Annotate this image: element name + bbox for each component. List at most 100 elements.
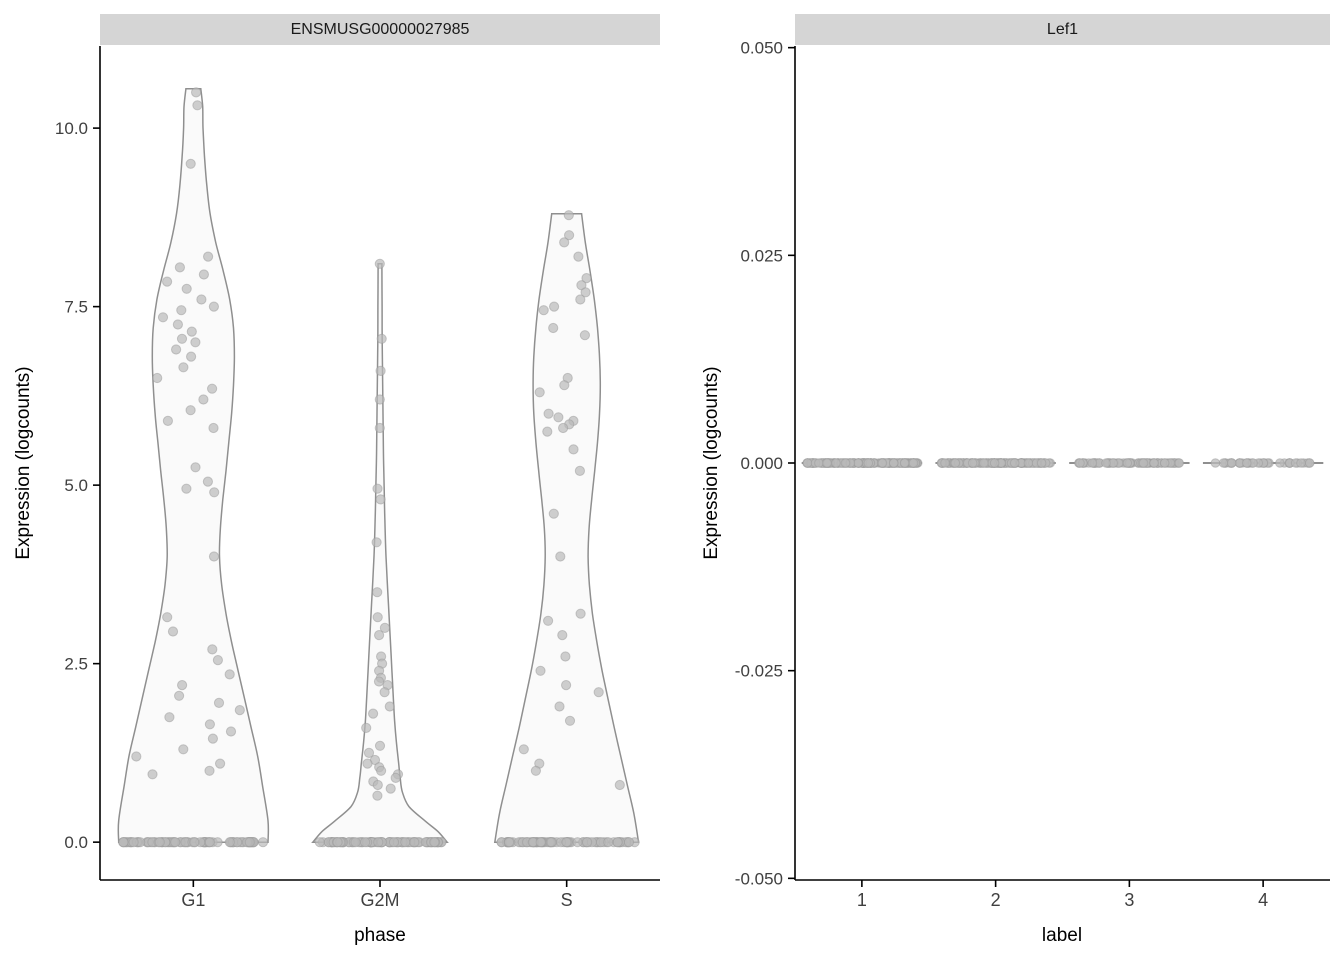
data-point: [213, 697, 225, 709]
data-point: [384, 701, 395, 712]
y-tick-label: 10.0: [55, 119, 88, 138]
data-point: [575, 294, 586, 305]
data-point: [1036, 458, 1047, 468]
data-point: [572, 837, 583, 848]
data-point: [940, 458, 950, 468]
data-point: [379, 687, 390, 698]
data-point: [147, 769, 158, 780]
data-point: [204, 765, 215, 776]
panel-title-strip-right: Lef1: [795, 14, 1330, 45]
y-tick-label: 7.5: [64, 298, 88, 317]
data-point: [189, 837, 200, 848]
data-point: [154, 837, 165, 848]
data-point: [164, 712, 175, 723]
data-point: [548, 508, 559, 519]
data-point: [429, 837, 440, 848]
data-point: [1138, 458, 1149, 468]
data-point: [542, 426, 553, 437]
panel-title-right: Lef1: [1046, 20, 1079, 38]
data-point: [554, 701, 565, 712]
data-point: [170, 837, 181, 848]
data-point: [181, 483, 192, 494]
data-point: [518, 744, 529, 755]
data-point: [162, 415, 173, 426]
data-point: [131, 751, 142, 762]
data-point: [1009, 458, 1020, 468]
data-point: [802, 458, 813, 468]
data-point: [375, 365, 386, 376]
data-point: [190, 462, 201, 473]
data-point: [224, 837, 235, 848]
data-point: [561, 837, 572, 848]
data-point: [172, 319, 183, 330]
data-point: [546, 837, 557, 848]
data-point: [379, 622, 390, 634]
y-tick-label: 2.5: [64, 655, 88, 674]
data-point: [350, 837, 361, 848]
panel-title-left: ENSMUSG00000027985: [290, 20, 470, 38]
data-point: [560, 651, 571, 662]
data-point: [555, 551, 566, 562]
x-tick-label: 2: [991, 890, 1001, 910]
y-tick-label: 0.050: [740, 39, 783, 58]
data-point: [1075, 458, 1085, 468]
data-point: [1101, 458, 1111, 468]
data-point: [568, 444, 579, 455]
y-axis-title-left: Expression (logcounts): [13, 366, 34, 560]
data-point: [888, 458, 899, 468]
data-point: [190, 337, 201, 348]
data-point: [244, 837, 255, 848]
data-point: [400, 837, 411, 848]
data-point: [534, 387, 545, 398]
data-point: [167, 626, 179, 637]
data-point: [196, 294, 207, 305]
data-point: [332, 837, 343, 848]
data-point: [388, 837, 400, 848]
data-point: [623, 837, 635, 848]
data-point: [1275, 458, 1285, 468]
x-tick-label: 4: [1258, 890, 1268, 910]
data-point: [564, 230, 575, 241]
data-point: [174, 262, 185, 273]
data-point: [178, 362, 189, 373]
data-point: [198, 394, 209, 405]
data-point: [543, 615, 554, 626]
data-point: [202, 476, 213, 487]
data-point: [171, 344, 182, 355]
data-point: [614, 779, 625, 791]
data-point: [208, 301, 219, 312]
data-point: [376, 333, 387, 344]
points-2: [936, 458, 1056, 468]
data-point: [162, 276, 173, 287]
x-tick-label: 1: [857, 890, 867, 910]
data-point: [967, 458, 978, 468]
data-point: [362, 758, 373, 769]
data-point: [375, 494, 386, 505]
data-point: [979, 458, 989, 468]
data-point: [174, 690, 185, 701]
x-tick-label: G1: [181, 890, 205, 910]
data-point: [1226, 458, 1237, 468]
data-point: [989, 458, 1000, 468]
points-G2M: [314, 258, 447, 848]
data-point: [212, 655, 223, 666]
data-point: [198, 269, 209, 280]
data-point: [209, 487, 220, 498]
data-point: [374, 394, 385, 405]
data-point: [559, 380, 570, 391]
data-point: [564, 715, 576, 726]
data-point: [1304, 458, 1315, 468]
violin-G2M: [311, 263, 449, 843]
data-point: [538, 305, 549, 316]
data-point: [314, 837, 325, 848]
data-point: [558, 422, 569, 434]
data-point: [385, 783, 396, 794]
data-point: [371, 537, 382, 548]
data-point: [561, 680, 572, 691]
points-4: [1210, 458, 1315, 468]
data-point: [504, 837, 515, 848]
points-1: [802, 458, 923, 468]
data-point: [186, 326, 197, 337]
